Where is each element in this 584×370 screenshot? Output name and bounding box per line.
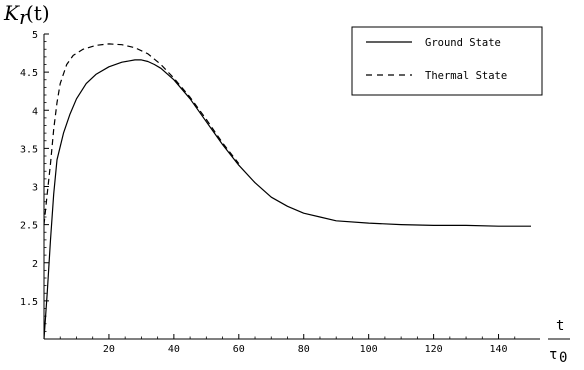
x-axis-title-numerator: t [556,318,564,334]
x-tick-label-100: 100 [360,344,378,355]
y-tick-label-1.5: 1.5 [20,297,38,308]
x-axis-title-denominator: τ [549,347,557,363]
legend-label-thermal: Thermal State [425,70,507,82]
y-axis-title-arg: (t) [26,1,50,25]
y-tick-label-5: 5 [32,30,38,41]
y-tick-label-2: 2 [32,259,38,270]
x-tick-label-60: 60 [233,344,245,355]
y-axis-title-main: K [3,1,20,25]
x-tick-label-80: 80 [298,344,310,355]
y-tick-label-3.5: 3.5 [20,144,38,155]
legend-box [351,26,543,96]
y-tick-label-4: 4 [32,106,38,117]
series-line-thermal-state [43,43,240,225]
x-tick-label-120: 120 [425,344,443,355]
x-tick-label-40: 40 [168,344,180,355]
y-tick-label-3: 3 [32,183,38,194]
y-axis-title-sub: r [19,5,30,29]
x-axis-title: t τ 0 [548,318,570,366]
ticks: 20 40 60 80 100 120 140 1.5 2 2.5 3 3.5 4 4.5 5 [20,30,516,355]
x-tick-label-140: 140 [490,344,508,355]
y-tick-label-2.5: 2.5 [20,221,38,232]
x-axis-title-denominator-sub: 0 [559,350,567,366]
series-layer [43,43,531,340]
legend-label-ground: Ground State [425,37,501,49]
y-tick-label-4.5: 4.5 [20,68,38,79]
series-line-ground-state [43,59,531,340]
x-tick-label-20: 20 [103,344,115,355]
y-axis-title: K r (t) [3,1,50,29]
legend: Ground State Thermal State [351,26,543,96]
